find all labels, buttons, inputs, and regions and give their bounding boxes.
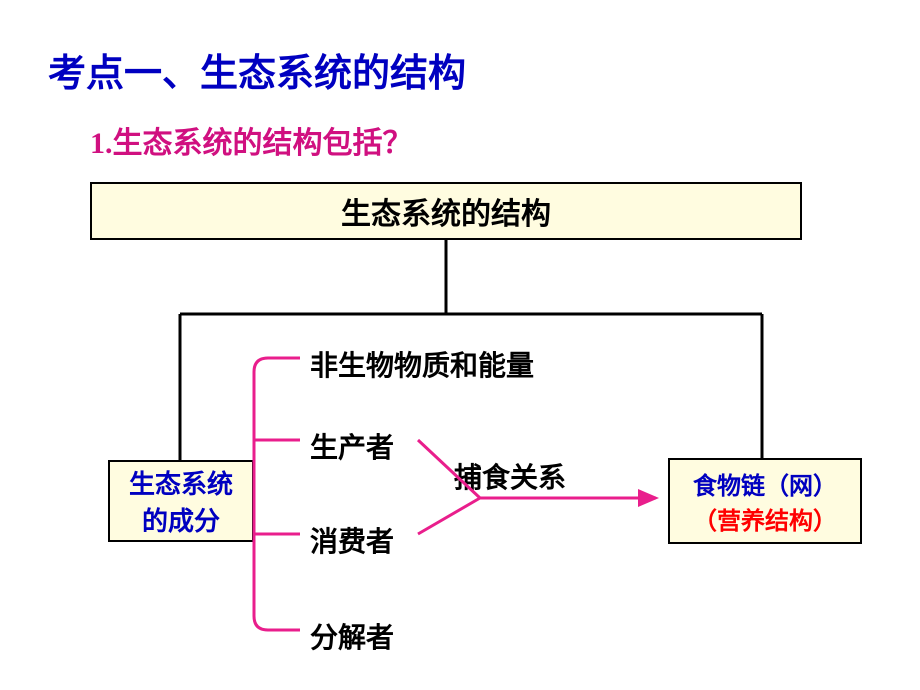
section-subtitle: 1.生态系统的结构包括？ <box>90 118 413 162</box>
item-producer: 生产者 <box>310 426 394 466</box>
relation-label: 捕食关系 <box>454 456 566 496</box>
item-consumer: 消费者 <box>310 520 394 560</box>
page-title: 考点一、生态系统的结构 <box>48 42 466 97</box>
item-decomposer: 分解者 <box>310 616 394 656</box>
top-box-text: 生态系统的结构 <box>341 189 551 233</box>
right-box: 食物链（网） （营养结构） <box>668 458 862 544</box>
left-box-line1: 生态系统 <box>129 464 233 501</box>
item-abiotic: 非生物物质和能量 <box>310 344 534 384</box>
right-box-line1: 食物链（网） <box>693 466 837 501</box>
right-box-line2: （营养结构） <box>693 501 837 536</box>
left-box-line2: 的成分 <box>142 501 220 538</box>
left-box: 生态系统 的成分 <box>108 460 254 542</box>
top-box: 生态系统的结构 <box>90 182 802 240</box>
